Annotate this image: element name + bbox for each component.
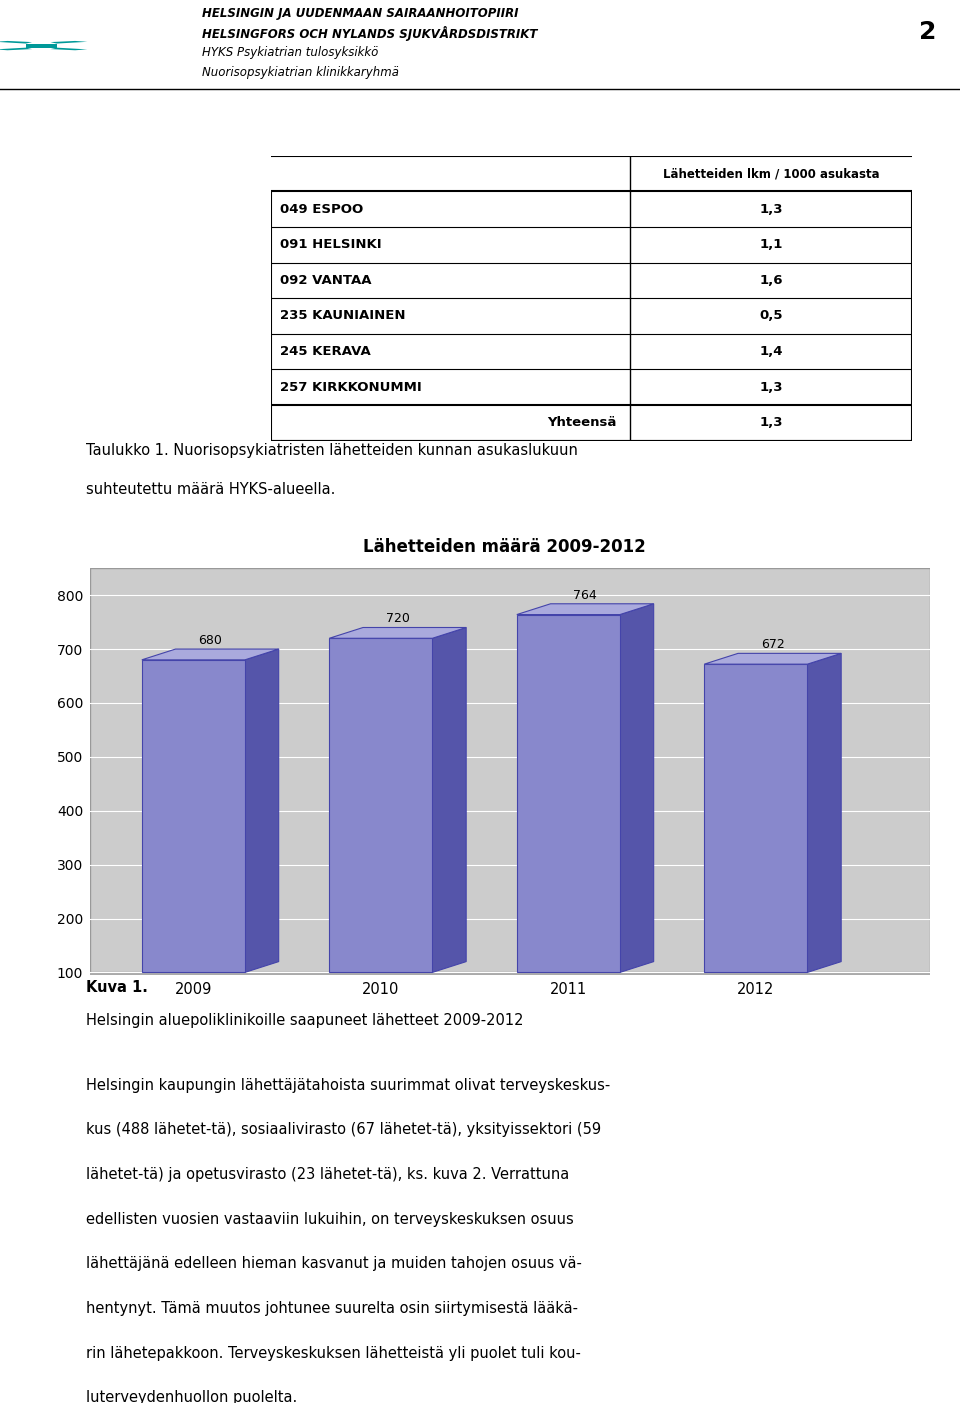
Text: Lähetteiden määrä 2009-2012: Lähetteiden määrä 2009-2012 <box>363 539 645 556</box>
Text: 0,5: 0,5 <box>759 310 782 323</box>
Polygon shape <box>516 603 654 615</box>
Text: 1,4: 1,4 <box>759 345 782 358</box>
Text: HELSINGIN JA UUDENMAAN SAIRAANHOITOPIIRI: HELSINGIN JA UUDENMAAN SAIRAANHOITOPIIRI <box>202 7 518 20</box>
Text: 672: 672 <box>761 638 784 651</box>
Text: Yhteensä: Yhteensä <box>547 417 617 429</box>
Polygon shape <box>807 654 841 972</box>
Text: Taulukko 1. Nuorisopsykiatristen lähetteiden kunnan asukaslukuun: Taulukko 1. Nuorisopsykiatristen lähette… <box>86 443 578 459</box>
Polygon shape <box>26 43 57 48</box>
Polygon shape <box>0 48 32 51</box>
Polygon shape <box>51 41 87 43</box>
Text: HYKS Psykiatrian tulosyksikkö: HYKS Psykiatrian tulosyksikkö <box>202 45 378 59</box>
Polygon shape <box>142 650 278 659</box>
Text: edellisten vuosien vastaaviin lukuihin, on terveyskeskuksen osuus: edellisten vuosien vastaaviin lukuihin, … <box>86 1212 574 1226</box>
Text: 049 ESPOO: 049 ESPOO <box>280 202 364 216</box>
Bar <box>90 972 930 982</box>
Text: 2: 2 <box>919 20 936 43</box>
Text: luterveydenhuollon puolelta.: luterveydenhuollon puolelta. <box>86 1390 298 1403</box>
Text: 680: 680 <box>199 634 222 647</box>
Polygon shape <box>0 41 32 43</box>
Text: HELSINGFORS OCH NYLANDS SJUKVÅRDSDISTRIKT: HELSINGFORS OCH NYLANDS SJUKVÅRDSDISTRIK… <box>202 25 537 41</box>
Polygon shape <box>705 654 841 664</box>
Text: 720: 720 <box>386 612 410 626</box>
Bar <box>705 664 807 972</box>
Text: 1,3: 1,3 <box>759 202 782 216</box>
Text: 235 KAUNIAINEN: 235 KAUNIAINEN <box>280 310 406 323</box>
Text: Lähetteiden lkm / 1000 asukasta: Lähetteiden lkm / 1000 asukasta <box>662 167 879 180</box>
Text: 1,3: 1,3 <box>759 380 782 394</box>
Text: Helsingin kaupungin lähettäjätahoista suurimmat olivat terveyskeskus-: Helsingin kaupungin lähettäjätahoista su… <box>86 1078 611 1093</box>
Text: Helsingin aluepoliklinikoille saapuneet lähetteet 2009-2012: Helsingin aluepoliklinikoille saapuneet … <box>86 1013 524 1028</box>
Text: 1,3: 1,3 <box>759 417 782 429</box>
Text: 1,6: 1,6 <box>759 274 782 286</box>
Polygon shape <box>245 650 278 972</box>
Text: rin lähetepakkoon. Terveyskeskuksen lähetteistä yli puolet tuli kou-: rin lähetepakkoon. Terveyskeskuksen lähe… <box>86 1345 581 1361</box>
Text: lähettäjänä edelleen hieman kasvanut ja muiden tahojen osuus vä-: lähettäjänä edelleen hieman kasvanut ja … <box>86 1256 583 1271</box>
Bar <box>271 156 912 191</box>
Text: kus (488 lähetet-tä), sosiaalivirasto (67 lähetet-tä), yksityissektori (59: kus (488 lähetet-tä), sosiaalivirasto (6… <box>86 1122 602 1138</box>
Polygon shape <box>51 48 87 51</box>
Polygon shape <box>329 627 467 638</box>
Bar <box>516 615 620 972</box>
Text: Kuva 1.: Kuva 1. <box>86 981 148 995</box>
Text: 091 HELSINKI: 091 HELSINKI <box>280 239 382 251</box>
Text: 245 KERAVA: 245 KERAVA <box>280 345 372 358</box>
Text: Nuorisopsykiatrian klinikkaryhmä: Nuorisopsykiatrian klinikkaryhmä <box>202 66 398 79</box>
Text: 764: 764 <box>573 589 597 602</box>
Text: 257 KIRKKONUMMI: 257 KIRKKONUMMI <box>280 380 422 394</box>
Polygon shape <box>432 627 467 972</box>
Text: 1,1: 1,1 <box>759 239 782 251</box>
Text: hentynyt. Tämä muutos johtunee suurelta osin siirtymisestä lääkä-: hentynyt. Tämä muutos johtunee suurelta … <box>86 1301 578 1316</box>
Bar <box>329 638 432 972</box>
Bar <box>142 659 245 972</box>
Text: lähetet-tä) ja opetusvirasto (23 lähetet-tä), ks. kuva 2. Verrattuna: lähetet-tä) ja opetusvirasto (23 lähetet… <box>86 1167 569 1181</box>
Polygon shape <box>620 603 654 972</box>
Text: 092 VANTAA: 092 VANTAA <box>280 274 372 286</box>
Text: suhteutettu määrä HYKS-alueella.: suhteutettu määrä HYKS-alueella. <box>86 483 336 498</box>
